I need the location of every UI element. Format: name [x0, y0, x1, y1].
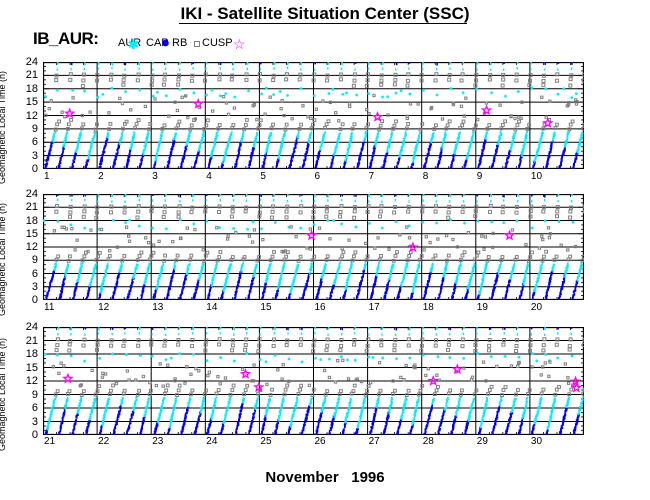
svg-text:RB: RB	[172, 37, 187, 49]
svg-text:CUSP: CUSP	[202, 37, 233, 49]
svg-text:☆: ☆	[233, 36, 246, 52]
svg-text:✱: ✱	[128, 37, 139, 52]
